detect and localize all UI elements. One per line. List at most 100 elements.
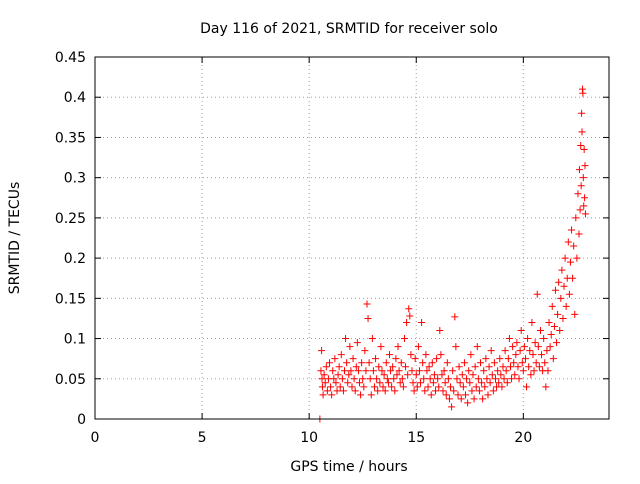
data-point (398, 375, 406, 383)
data-point (415, 367, 423, 375)
data-point (389, 363, 397, 371)
data-point (317, 367, 325, 375)
data-point (550, 322, 558, 330)
data-point (455, 363, 463, 371)
data-point (409, 379, 417, 387)
data-point (472, 383, 480, 391)
data-point (383, 375, 391, 383)
data-point (434, 375, 442, 383)
data-point (321, 379, 329, 387)
data-point (511, 371, 519, 379)
data-point (353, 339, 361, 347)
data-point (526, 347, 534, 355)
data-point (392, 355, 400, 363)
data-point (452, 343, 460, 351)
data-point (578, 109, 586, 117)
data-point (540, 335, 548, 343)
data-point (535, 363, 543, 371)
data-point (347, 367, 355, 375)
data-point (388, 383, 396, 391)
data-point (491, 375, 499, 383)
data-point (581, 162, 589, 170)
data-point (578, 128, 586, 136)
data-point (453, 375, 461, 383)
x-tick-label: 20 (514, 430, 532, 446)
data-point (419, 359, 427, 367)
data-point (414, 343, 422, 351)
data-point (339, 387, 347, 395)
data-point (376, 379, 384, 387)
data-point (575, 230, 583, 238)
data-point (551, 286, 559, 294)
data-point (425, 363, 433, 371)
y-tick-label: 0.3 (64, 171, 86, 187)
data-point (328, 391, 336, 399)
data-point (521, 355, 529, 363)
data-point (438, 371, 446, 379)
data-point (536, 327, 544, 335)
data-point (510, 359, 518, 367)
data-point (377, 343, 385, 351)
data-point (528, 318, 536, 326)
data-point (427, 391, 435, 399)
data-point (484, 391, 492, 399)
data-point (509, 343, 517, 351)
data-point (574, 190, 582, 198)
data-point (410, 387, 418, 395)
x-tick-label: 10 (300, 430, 318, 446)
data-point (518, 359, 526, 367)
data-point (372, 355, 380, 363)
data-point (460, 359, 468, 367)
data-point (494, 367, 502, 375)
data-point (443, 359, 451, 367)
data-point (517, 327, 525, 335)
data-point (524, 335, 532, 343)
data-point (570, 242, 578, 250)
data-point (581, 210, 589, 218)
y-tick-label: 0.2 (64, 251, 86, 267)
data-point (336, 383, 344, 391)
data-point (554, 310, 562, 318)
data-point (358, 359, 366, 367)
data-point (466, 379, 474, 387)
data-point (393, 371, 401, 379)
data-point (553, 339, 561, 347)
x-axis-label: GPS time / hours (290, 459, 407, 475)
data-point (477, 359, 484, 367)
data-point (437, 351, 445, 359)
data-point (352, 363, 360, 371)
data-point (506, 363, 514, 371)
data-point (348, 383, 356, 391)
data-point (497, 371, 505, 379)
data-point (462, 391, 470, 399)
data-point (373, 375, 381, 383)
chart-title: Day 116 of 2021, SRMTID for receiver sol… (200, 21, 498, 37)
data-point (514, 363, 522, 371)
data-point (534, 343, 542, 351)
data-point (331, 355, 339, 363)
data-point (448, 403, 456, 411)
data-point (538, 351, 546, 359)
data-point (345, 371, 353, 379)
data-point (379, 383, 387, 391)
data-point (489, 387, 497, 395)
data-point (362, 367, 370, 375)
data-point (579, 89, 587, 97)
data-point (564, 238, 572, 246)
data-point (382, 359, 390, 367)
data-point (457, 395, 465, 403)
data-point (504, 355, 512, 363)
data-point (579, 174, 587, 182)
data-point (429, 379, 437, 387)
data-point (333, 387, 341, 395)
data-point (318, 347, 326, 355)
data-point (406, 312, 414, 320)
data-point (364, 314, 372, 322)
data-point (542, 383, 550, 391)
data-point (502, 367, 510, 375)
data-point (548, 302, 556, 310)
data-point (422, 351, 430, 359)
data-point (508, 375, 516, 383)
